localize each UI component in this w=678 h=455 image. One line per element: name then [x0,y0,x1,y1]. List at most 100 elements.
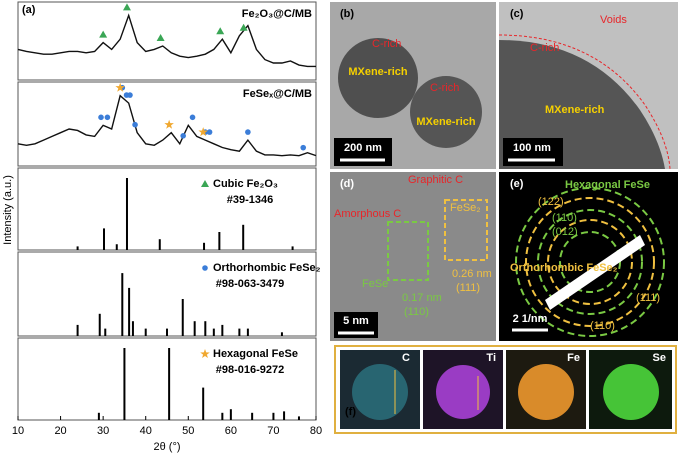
map-signal [518,364,574,420]
series-name: Fe₂O₃@C/MB [242,8,312,20]
annotation: Voids [600,14,627,26]
map-signal [603,364,659,420]
annotation: MXene-rich [416,116,476,128]
panel-label: (d) [340,178,354,190]
spectrum [17,94,317,157]
x-tick-label: 80 [310,425,322,437]
marker [206,129,213,135]
reference-name: Cubic Fe₂O₃ [213,178,278,190]
plot-frame [17,167,317,251]
scale-label: 5 nm [343,315,369,327]
legend-symbol [202,265,208,271]
panel-d: (d) Graphitic C Amorphous C FeSe₂ FeSe 0… [330,172,496,341]
marker [180,133,186,139]
x-tick-label: 70 [267,425,279,437]
frame [334,345,677,434]
legend-symbol [201,180,209,187]
marker [239,23,248,31]
annotation: Amorphous C [334,208,401,220]
annotation: (111) [456,282,480,294]
annotation: C-rich [430,82,459,94]
annotation: Orthorhombic FeSe₂ [510,262,618,274]
x-tick-label: 30 [97,425,109,437]
map-label: Ti [486,352,496,364]
marker [216,27,225,35]
marker [99,30,108,38]
annotation: FeSe₂ [450,202,481,214]
particle [410,76,482,148]
panel-c: (c) Voids C-rich MXene-rich 100 nm [498,2,678,170]
marker [189,114,196,121]
marker [127,92,133,98]
map-signal [352,364,408,420]
panel-b: (b) C-rich MXene-rich C-rich MXene-rich … [330,2,496,169]
plot-frame [17,337,317,421]
reference-id: #98-016-9272 [216,364,285,376]
annotation: (110) [552,212,577,224]
region [444,199,488,261]
plot-frame [17,81,317,167]
scale-label: 2 1/nm [513,313,548,325]
annotation: Graphitic C [408,174,463,186]
marker [98,114,104,121]
annotation: (110) [590,320,615,332]
annotation: 0.26 nm [452,268,492,280]
reference-name: Hexagonal FeSe [213,348,298,360]
annotation: C-rich [530,42,559,54]
x-tick-label: 50 [182,425,194,437]
x-tick-label: 20 [54,425,66,437]
marker [198,127,208,137]
panel-label: (e) [510,178,524,190]
reference-name: Orthorhombic FeSe₂ [213,262,321,274]
marker [300,144,307,151]
annotation: MXene-rich [348,66,408,78]
panel-a: (a) Intensity (a.u.) 2θ (°) [2,4,181,453]
marker [132,121,138,128]
annotation: C-rich [372,38,401,50]
marker [156,34,165,41]
panel-label: (c) [510,8,524,20]
annotation: (111) [636,292,660,304]
marker [104,114,111,121]
panel-label: (b) [340,8,354,20]
scale-label: 200 nm [344,142,382,154]
map-label: C [402,352,410,364]
map-signal [436,365,490,419]
diffraction-pattern [499,172,678,341]
scale-label: 100 nm [513,142,551,154]
annotation: (012) [552,226,578,238]
particle [338,38,418,118]
boundary [498,34,671,170]
annotation: (110) [404,306,429,318]
marker [164,119,174,129]
spectrum [17,13,316,68]
annotation: 0.17 nm [402,292,442,304]
x-tick-label: 60 [225,425,237,437]
annotation: (122) [538,196,564,208]
panel-f: (f) C Ti Fe Se [334,345,677,434]
beam-stop [545,235,645,310]
marker [245,129,251,135]
series-name: FeSeₓ@C/MB [243,88,312,100]
annotation: FeSe [362,278,388,290]
x-axis-label: 2θ (°) [153,441,180,453]
panel-label: (a) [22,4,36,16]
reference-id: #39-1346 [227,194,274,206]
particle [499,40,665,169]
legend-symbol [200,349,210,359]
panel-label: (f) [345,406,356,418]
annotation: Hexagonal FeSe [565,179,650,191]
rings [515,187,665,337]
plot-frame [17,1,317,81]
marker [122,3,131,11]
x-tick-label: 40 [140,425,152,437]
x-tick-label: 10 [12,425,24,437]
panel-e: (e) Hexagonal FeSe (122) (110) (012) Ort… [499,172,678,341]
reference-id: #98-063-3479 [216,278,285,290]
marker [115,82,125,92]
y-axis-label: Intensity (a.u.) [2,175,14,245]
region [387,221,429,281]
map-label: Fe [567,352,580,364]
annotation: MXene-rich [545,104,605,116]
